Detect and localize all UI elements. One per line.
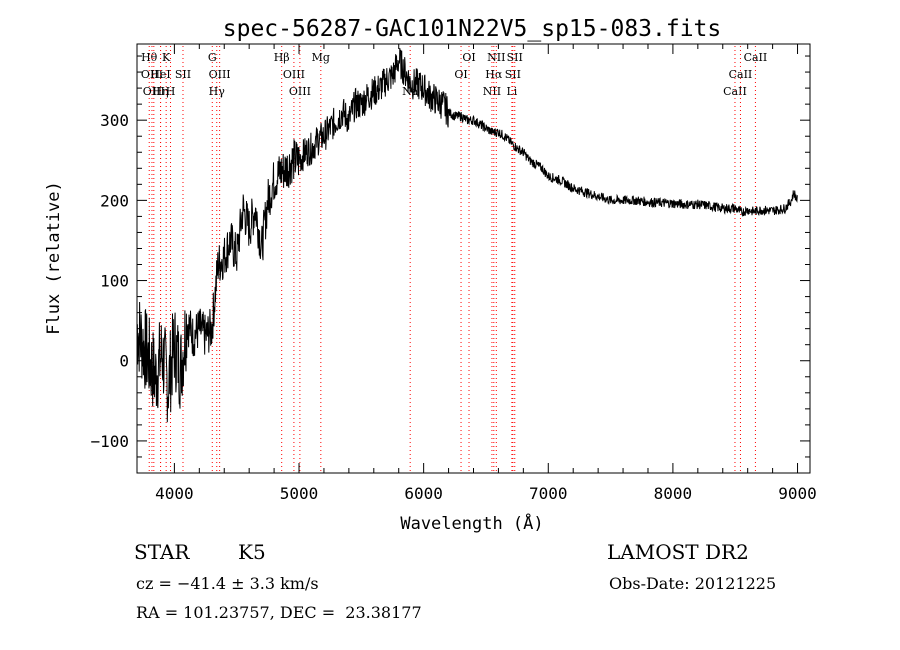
x-tick-label: 9000: [778, 484, 817, 503]
y-tick-label: 0: [119, 352, 129, 371]
line-marker-label: SII: [507, 51, 523, 64]
line-marker-label: K: [162, 51, 171, 64]
line-marker-label: Hη: [152, 85, 168, 98]
line-marker-label: OIII: [289, 85, 311, 98]
line-marker-label: Li: [506, 85, 517, 98]
x-axis-label: Wavelength (Å): [400, 512, 543, 534]
line-marker-label: SII: [175, 68, 191, 81]
plot-area: HθOIIIOIIIHeIHηKHSIIGHγOIIIHβOIIIOIIIMgN…: [90, 43, 817, 503]
observation-date: Obs-Date: 20121225: [609, 574, 777, 593]
line-marker-label: CaII: [723, 85, 747, 98]
line-marker-label: H: [166, 85, 176, 98]
line-marker-label: OIII: [209, 68, 231, 81]
line-marker-label: OIII: [283, 68, 305, 81]
line-marker-label: Hβ: [274, 51, 290, 64]
spectral-subclass: K5: [238, 540, 266, 564]
line-marker-label: CaII: [729, 68, 753, 81]
line-marker-label: Hγ: [209, 85, 226, 98]
x-tick-label: 8000: [654, 484, 693, 503]
plot-frame: [136, 43, 811, 474]
x-tick-label: 7000: [529, 484, 568, 503]
x-tick-label: 5000: [280, 484, 319, 503]
x-tick-label: 6000: [404, 484, 443, 503]
line-marker-label: OI: [462, 51, 475, 64]
y-axis-label: Flux (relative): [44, 181, 64, 335]
y-tick-label: 100: [100, 272, 129, 291]
spectrum-line: [136, 47, 798, 423]
redshift-readout: cz = −41.4 ± 3.3 km/s: [136, 574, 319, 593]
survey-name: LAMOST DR2: [607, 540, 749, 564]
line-marker-label: Hθ: [141, 51, 158, 64]
line-marker-label: Mg: [312, 51, 330, 64]
line-marker-label: OIII: [143, 85, 165, 98]
line-marker-label: NII: [483, 85, 501, 98]
line-marker-label: NII: [487, 51, 505, 64]
line-marker-label: CaII: [744, 51, 768, 64]
chart-title: spec-56287-GAC101N22V5_sp15-083.fits: [223, 16, 722, 42]
y-tick-label: −100: [90, 432, 129, 451]
y-tick-label: 300: [100, 111, 129, 130]
line-marker-label: OI: [454, 68, 467, 81]
line-marker-label: G: [208, 51, 217, 64]
object-type: STAR: [134, 540, 190, 564]
y-tick-label: 200: [100, 191, 129, 210]
line-marker-label: Hα: [485, 68, 503, 81]
line-marker-label: SII: [505, 68, 521, 81]
coordinates-readout: RA = 101.23757, DEC = 23.38177: [136, 603, 422, 622]
line-marker-label: OIII: [141, 68, 163, 81]
x-tick-label: 4000: [155, 484, 194, 503]
